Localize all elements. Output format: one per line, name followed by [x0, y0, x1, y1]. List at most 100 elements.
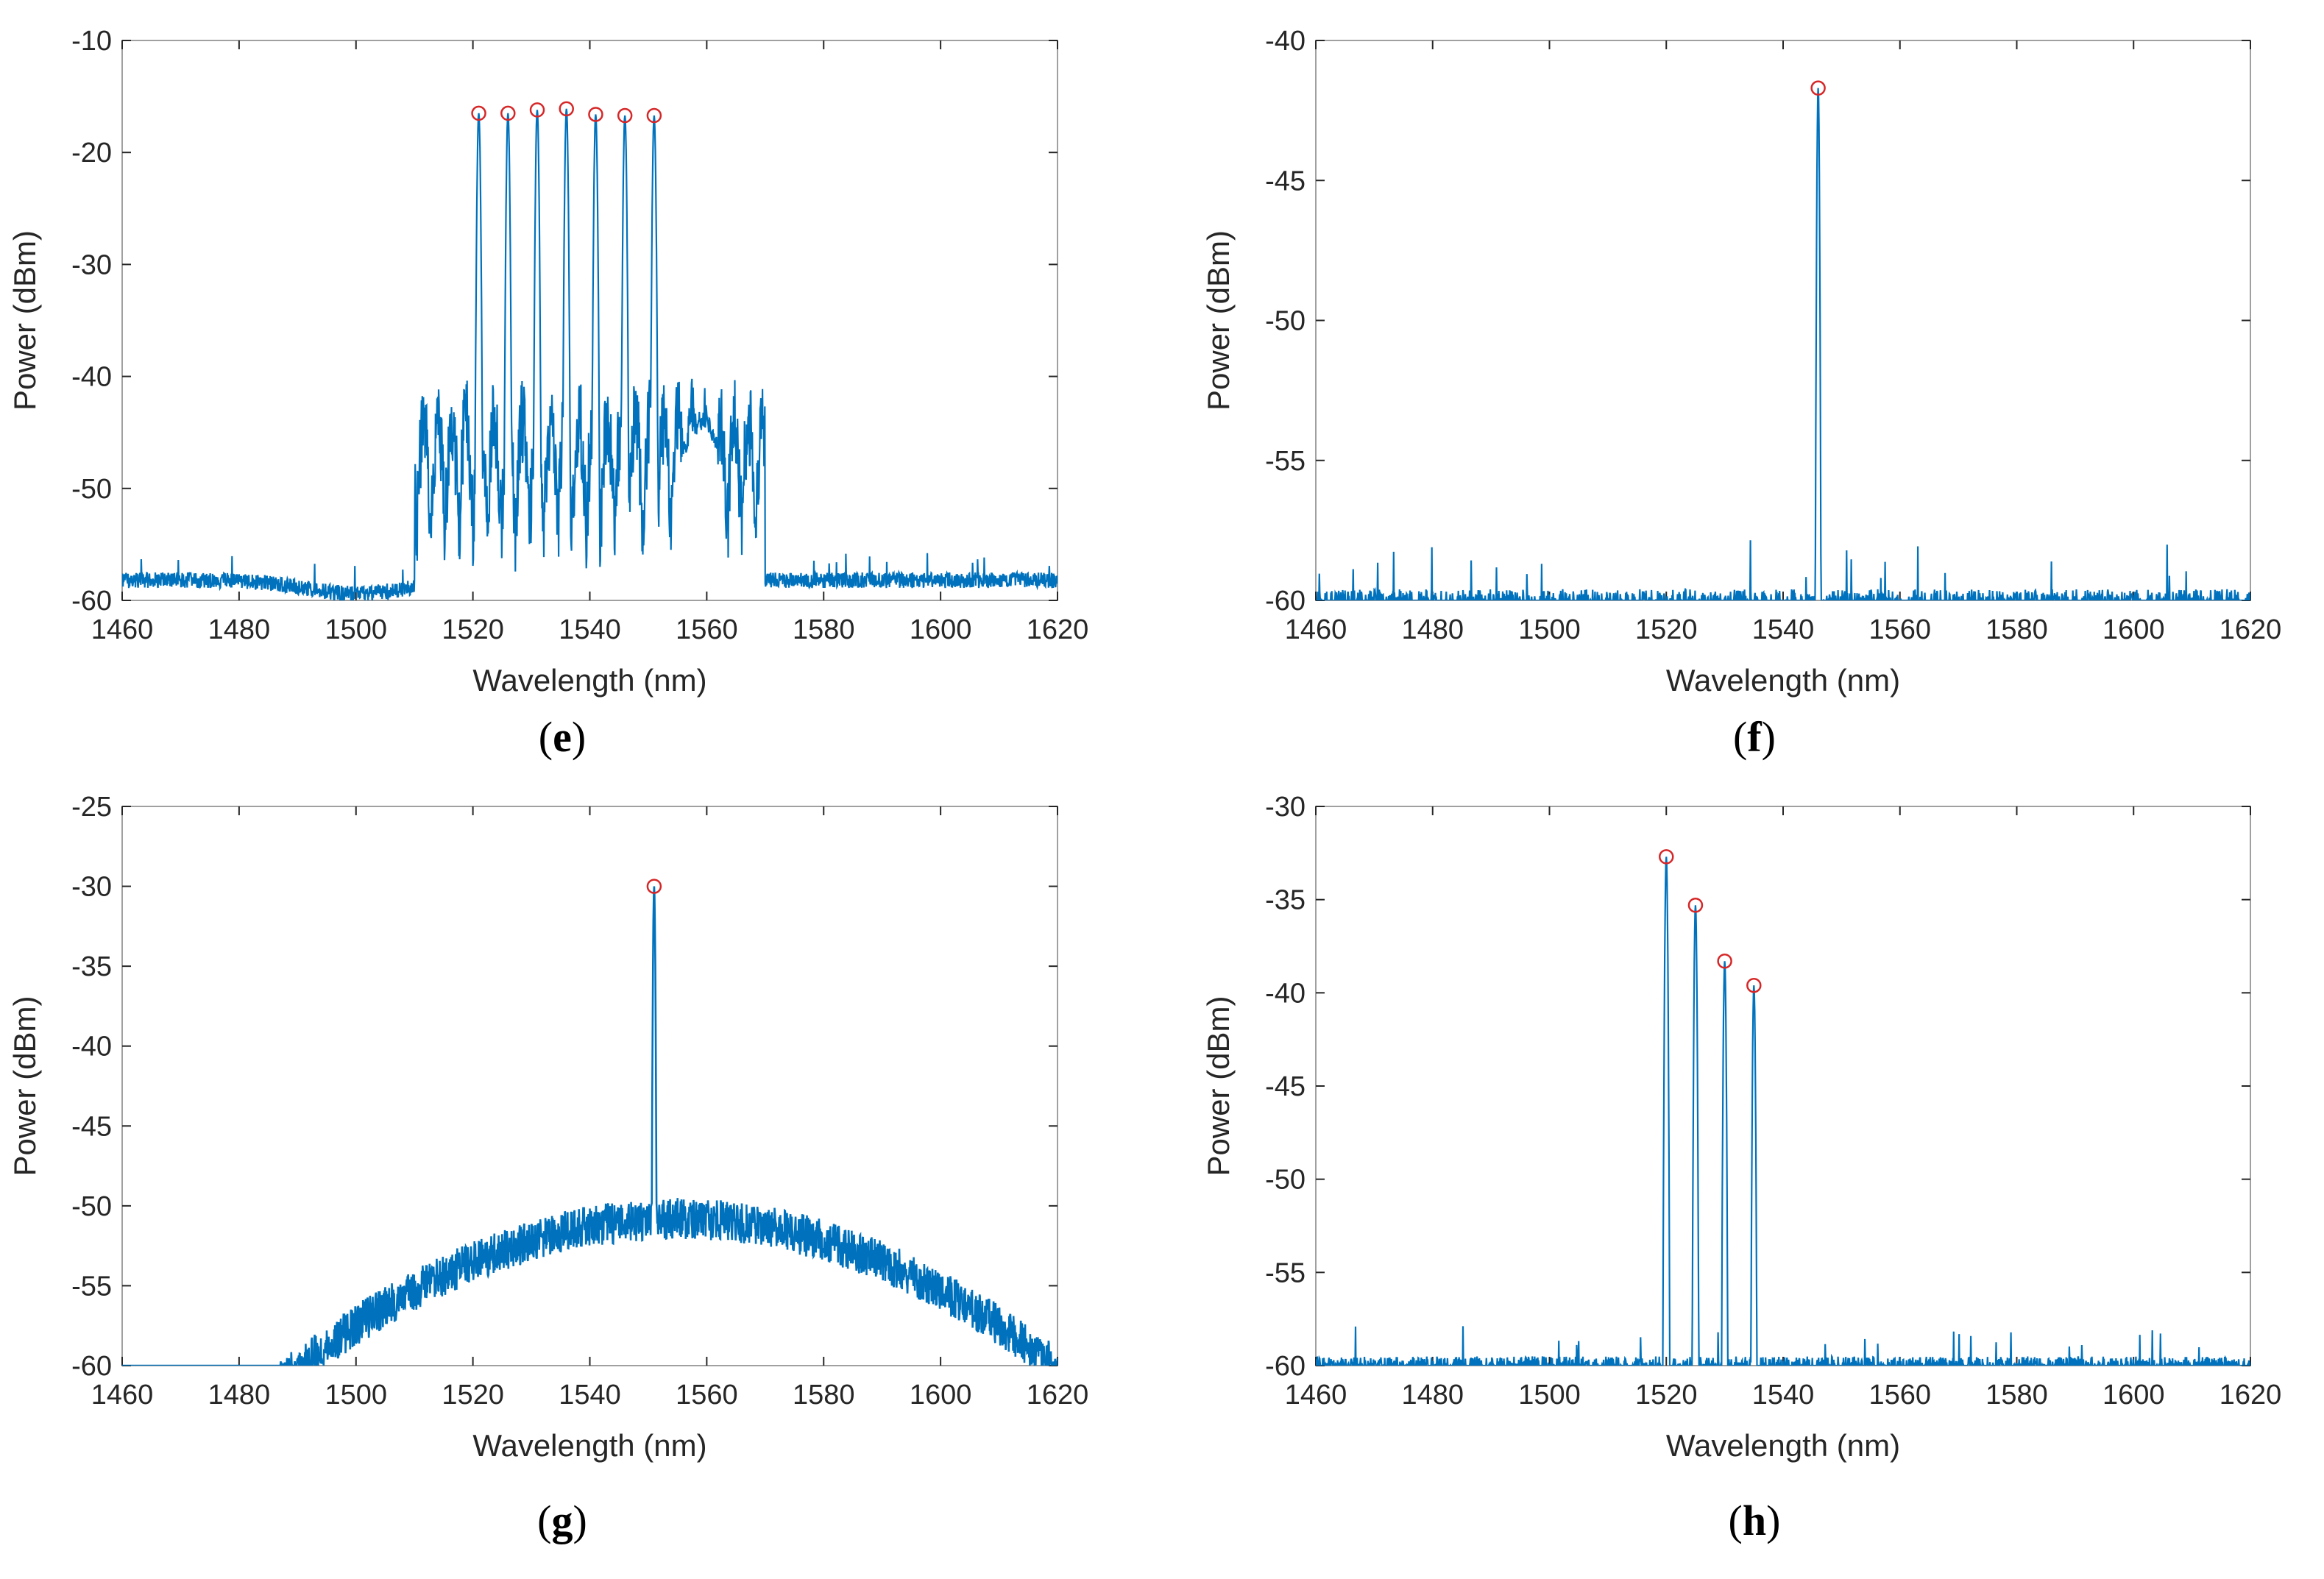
- chart-panel-h: 1460 1480 1500 1520 1540 1560 1580 1600 1620 -30 -…: [1162, 789, 2324, 1579]
- y-tick-label: -60: [71, 586, 112, 617]
- y-tick-label: -55: [71, 1271, 112, 1302]
- spectrum-trace: [122, 108, 1058, 600]
- x-tick-label: 1600: [910, 1380, 972, 1411]
- peak-marker: [1717, 954, 1732, 969]
- y-tick-label: -20: [71, 138, 112, 168]
- y-tick-label: -40: [71, 1032, 112, 1062]
- x-tick-label: 1580: [1985, 1380, 2048, 1411]
- x-axis-title: Wavelength (nm): [1666, 1428, 1900, 1463]
- y-tick-label: -45: [1265, 166, 1306, 196]
- x-tick-label: 1560: [1868, 614, 1931, 645]
- x-tick-label: 1480: [1401, 1380, 1464, 1411]
- x-tick-label: 1500: [325, 614, 387, 645]
- panel-label-e: (e): [538, 713, 587, 761]
- y-tick-label: -30: [71, 872, 112, 903]
- plot-frame: [1315, 806, 2251, 1366]
- y-tick-label: -50: [1265, 1165, 1306, 1196]
- y-tick-label: -40: [1265, 978, 1306, 1009]
- x-tick-label: 1460: [1285, 614, 1347, 645]
- peak-marker: [1659, 849, 1674, 865]
- x-tick-label: 1520: [1635, 614, 1698, 645]
- plot-frame: [1315, 40, 2251, 601]
- y-axis-title: Power (dBm): [7, 230, 42, 411]
- chart-h-svg: 1460 1480 1500 1520 1540 1560 1580 1600 1620 -30 -…: [1201, 792, 2281, 1463]
- y-tick-label: -45: [71, 1111, 112, 1142]
- peak-marker: [471, 105, 486, 121]
- chart-panel-f: 1460 1480 1500 1520 1540 1560 1580 1600 1620 -40 -…: [1162, 0, 2324, 789]
- y-tick-label: -60: [1265, 1351, 1306, 1382]
- x-axis-title: Wavelength (nm): [472, 1428, 706, 1463]
- peak-marker: [1810, 80, 1826, 96]
- chart-e-svg: 1460 1480 1500 1520 1540 1560 1580 1600 1620 -10 -…: [7, 26, 1089, 698]
- x-tick-label: 1500: [1518, 1380, 1581, 1411]
- y-tick-label: -55: [1265, 446, 1306, 477]
- x-tick-label: 1540: [559, 1380, 621, 1411]
- x-tick-label: 1520: [1635, 1380, 1698, 1411]
- x-tick-label: 1540: [1752, 1380, 1815, 1411]
- y-tick-label: -40: [1265, 26, 1306, 57]
- chart-panel-g: 1460 1480 1500 1520 1540 1560 1580 1600 1620 -25 -…: [0, 789, 1162, 1579]
- y-tick-label: -35: [1265, 885, 1306, 916]
- peak-marker: [646, 879, 662, 894]
- chart-g-svg: 1460 1480 1500 1520 1540 1560 1580 1600 1620 -25 -…: [7, 792, 1089, 1463]
- x-tick-label: 1580: [1985, 614, 2048, 645]
- plot-frame: [121, 40, 1058, 601]
- x-tick-label: 1460: [1285, 1380, 1347, 1411]
- x-tick-label: 1620: [2220, 614, 2282, 645]
- x-tick-label: 1600: [910, 614, 972, 645]
- x-tick-label: 1580: [793, 614, 855, 645]
- y-tick-label: -30: [1265, 792, 1306, 823]
- x-tick-label: 1600: [2102, 614, 2165, 645]
- y-tick-label: -60: [1265, 586, 1306, 617]
- x-tick-label: 1560: [676, 1380, 738, 1411]
- x-tick-label: 1580: [793, 1380, 855, 1411]
- x-tick-label: 1620: [1027, 614, 1089, 645]
- peak-marker: [617, 107, 633, 124]
- x-tick-label: 1500: [1518, 614, 1581, 645]
- x-tick-label: 1500: [325, 1380, 387, 1411]
- y-tick-label: -50: [1265, 306, 1306, 337]
- x-tick-label: 1560: [1868, 1380, 1931, 1411]
- y-axis-title: Power (dBm): [7, 996, 42, 1176]
- peak-marker: [559, 101, 574, 117]
- x-tick-label: 1460: [91, 614, 154, 645]
- peak-marker: [1746, 977, 1762, 993]
- peak-marker: [646, 107, 662, 124]
- chart-panel-e: 1460 1480 1500 1520 1540 1560 1580 1600 1620 -10 -…: [0, 0, 1162, 789]
- peak-marker: [500, 105, 516, 121]
- spectrum-trace: [1316, 88, 2250, 600]
- y-tick-label: -55: [1265, 1257, 1306, 1288]
- x-tick-label: 1480: [208, 1380, 271, 1411]
- y-tick-label: -50: [71, 1191, 112, 1222]
- y-tick-label: -40: [71, 362, 112, 393]
- x-tick-label: 1540: [1752, 614, 1815, 645]
- x-tick-label: 1600: [2102, 1380, 2165, 1411]
- y-axis-title: Power (dBm): [1201, 996, 1236, 1176]
- y-tick-label: -30: [71, 249, 112, 280]
- x-tick-label: 1520: [442, 1380, 504, 1411]
- x-tick-label: 1480: [1401, 614, 1464, 645]
- peak-marker: [588, 107, 603, 122]
- peak-marker: [529, 102, 545, 118]
- x-tick-label: 1460: [91, 1380, 154, 1411]
- x-axis-title: Wavelength (nm): [1666, 663, 1900, 698]
- spectrum-trace: [122, 886, 1058, 1366]
- panel-label-f: (f): [1733, 713, 1776, 761]
- x-tick-label: 1560: [676, 614, 738, 645]
- x-tick-label: 1540: [559, 614, 621, 645]
- y-tick-label: -10: [71, 26, 112, 57]
- spectrum-trace: [1316, 856, 2250, 1366]
- peak-marker: [1687, 898, 1704, 913]
- x-tick-label: 1520: [442, 614, 504, 645]
- panel-label-h: (h): [1728, 1497, 1781, 1544]
- y-tick-label: -60: [71, 1351, 112, 1382]
- y-tick-label: -45: [1265, 1071, 1306, 1102]
- x-axis-title: Wavelength (nm): [472, 663, 706, 698]
- y-tick-label: -50: [71, 474, 112, 505]
- y-tick-label: -35: [71, 951, 112, 982]
- chart-f-svg: 1460 1480 1500 1520 1540 1560 1580 1600 1620 -40 -…: [1201, 26, 2282, 698]
- x-tick-label: 1620: [1027, 1380, 1089, 1411]
- x-tick-label: 1480: [208, 614, 271, 645]
- y-tick-label: -25: [71, 792, 112, 823]
- y-axis-title: Power (dBm): [1201, 230, 1236, 411]
